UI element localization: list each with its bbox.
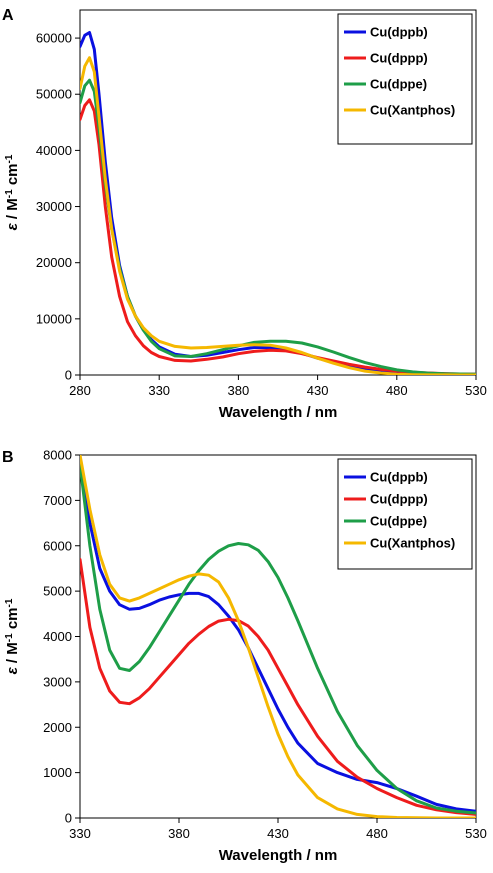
chart-panel-a: A 0 10000 20000 30000 40000 50000 60000 280 330 38… [2, 7, 487, 421]
y-axis-title-symbol: ε [4, 222, 21, 230]
y-tick-label: 30000 [36, 199, 72, 214]
y-tick-label: 5000 [43, 584, 72, 599]
x-tick-label: 480 [366, 826, 388, 841]
y-axis-title-text: cm [4, 163, 21, 189]
x-tick-label: 430 [307, 383, 329, 398]
x-tick-label: 430 [267, 826, 289, 841]
y-tick-label: 7000 [43, 493, 72, 508]
legend-box [337, 13, 473, 145]
y-axis-title-sup: -1 [4, 189, 15, 198]
x-tick-label: 530 [465, 826, 487, 841]
legend-label: Cu(dppp) [370, 51, 428, 66]
y-tick-label: 1000 [43, 765, 72, 780]
legend-label: Cu(dppb) [370, 25, 428, 40]
y-tick-label: 60000 [36, 31, 72, 46]
panel-label: B [2, 449, 14, 466]
y-tick-label: 3000 [43, 674, 72, 689]
y-axis-title-symbol: ε [4, 666, 21, 674]
y-axis-title-sup: -1 [4, 633, 15, 642]
y-tick-label: 2000 [43, 720, 72, 735]
y-tick-label: 50000 [36, 87, 72, 102]
series-line-cu-dppp [80, 98, 476, 375]
series-line-cu-xantphos [80, 455, 476, 818]
legend-label: Cu(Xantphos) [370, 536, 455, 551]
y-tick-label: 40000 [36, 143, 72, 158]
y-axis-title-text: / M [4, 642, 21, 667]
panel-label: A [2, 7, 14, 24]
x-tick-label: 330 [148, 383, 170, 398]
series-line-cu-dppb [80, 458, 476, 813]
y-axis-title-sup: -1 [4, 598, 15, 607]
series-line-cu-dppp [80, 557, 476, 816]
x-axis-title: Wavelength / nm [219, 847, 338, 864]
y-axis-title-sup: -1 [4, 154, 15, 163]
y-tick-label: 4000 [43, 629, 72, 644]
y-axis-title: ε / M-1 cm-1 [4, 598, 22, 674]
legend-label: Cu(dppb) [370, 470, 428, 485]
chart-panel-b: B 0 1000 2000 3000 4000 5000 6000 7000 8000 330 380… [2, 448, 487, 865]
y-tick-label: 6000 [43, 538, 72, 553]
plot-frame [79, 9, 477, 376]
y-tick-label: 20000 [36, 255, 72, 270]
y-tick-label: 0 [65, 811, 72, 826]
y-axis-title-text: cm [4, 607, 21, 633]
y-axis-title: ε / M-1 cm-1 [4, 154, 22, 230]
series-line-cu-xantphos [80, 56, 476, 375]
y-axis-title-text: / M [4, 198, 21, 223]
legend-label: Cu(dppe) [370, 77, 427, 92]
x-axis-title: Wavelength / nm [219, 404, 338, 421]
legend: Cu(dppb) Cu(dppp) Cu(dppe) Cu(Xantphos) [337, 458, 473, 570]
x-tick-label: 280 [69, 383, 91, 398]
legend-label: Cu(dppe) [370, 514, 427, 529]
y-tick-label: 0 [65, 368, 72, 383]
x-tick-label: 380 [168, 826, 190, 841]
y-tick-label: 8000 [43, 448, 72, 463]
series-line-cu-dppe [80, 462, 476, 815]
legend-label: Cu(Xantphos) [370, 103, 455, 118]
legend-label: Cu(dppp) [370, 492, 428, 507]
legend: Cu(dppb) Cu(dppp) Cu(dppe) Cu(Xantphos) [337, 13, 473, 145]
x-tick-label: 380 [228, 383, 250, 398]
x-tick-label: 330 [69, 826, 91, 841]
x-tick-label: 480 [386, 383, 408, 398]
y-tick-label: 10000 [36, 311, 72, 326]
x-tick-label: 530 [465, 383, 487, 398]
